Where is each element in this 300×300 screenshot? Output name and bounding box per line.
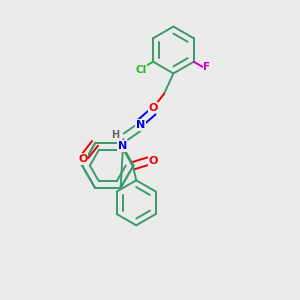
Text: O: O	[148, 156, 158, 166]
Text: N: N	[118, 141, 127, 151]
Text: H: H	[112, 130, 120, 140]
Text: Cl: Cl	[135, 64, 146, 74]
Text: O: O	[148, 103, 158, 113]
Text: N: N	[136, 120, 145, 130]
Text: F: F	[203, 62, 211, 72]
Text: O: O	[78, 154, 88, 164]
